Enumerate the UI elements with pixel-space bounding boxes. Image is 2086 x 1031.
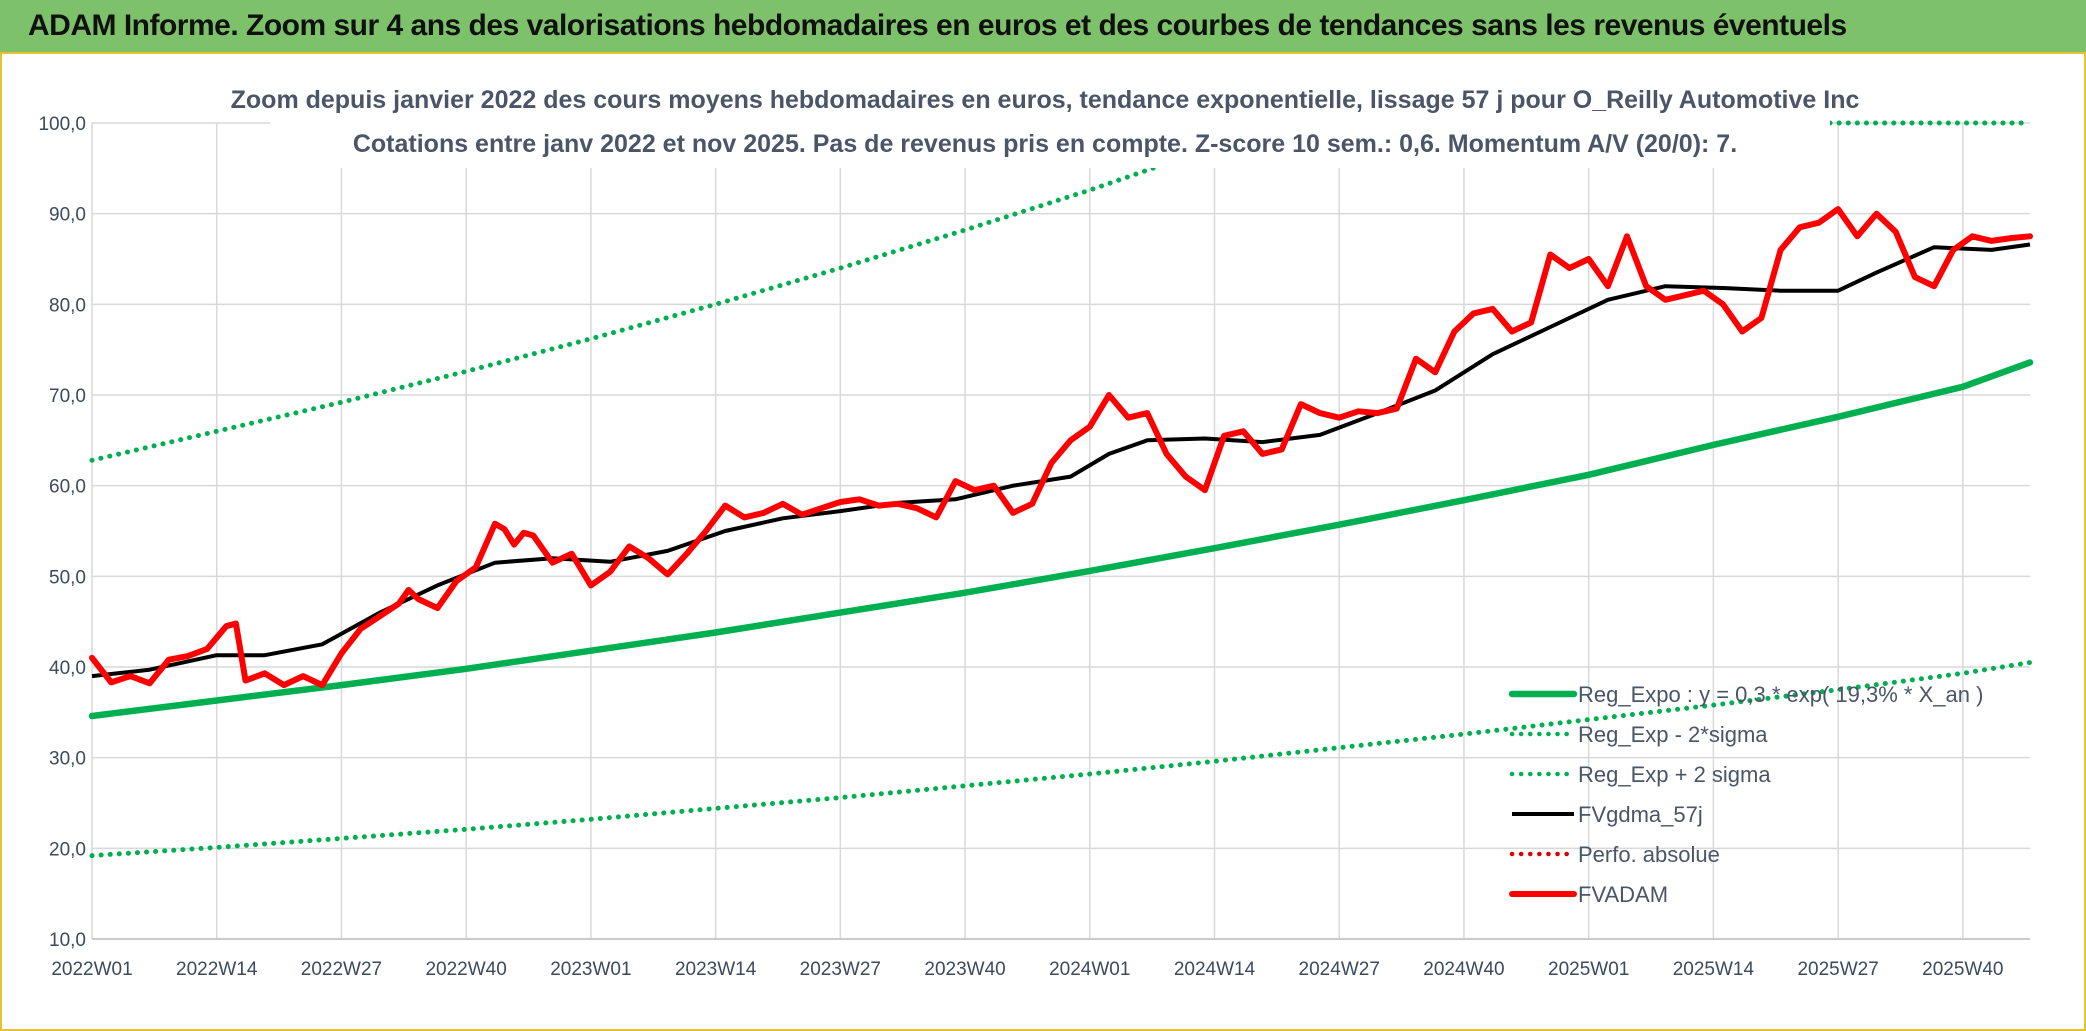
axis-layer: 10,0 20,0 30,0 40,0 50,0 60,0 70,0 80,0 90,0 100,… [38,114,2030,980]
x-tick-label: 2023W14 [675,959,757,980]
x-tick-label: 2022W27 [301,959,382,980]
x-tick-label: 2022W01 [51,959,132,980]
x-tick-label: 2024W01 [1049,959,1130,980]
legend-label-1: Reg_Exp - 2*sigma [1578,722,1768,747]
title-layer: Zoom depuis janvier 2022 des cours moyen… [231,78,1860,168]
y-tick-label: 80,0 [49,295,86,316]
legend-label-5: FVADAM [1578,882,1668,907]
legend-label-3: FVgdma_57j [1578,802,1703,827]
x-tick-label: 2025W40 [1922,959,2003,980]
series-line-0 [88,359,2034,720]
y-tick-label: 40,0 [49,658,86,679]
report-banner-title: ADAM Informe. Zoom sur 4 ans des valoris… [28,9,1847,42]
series-line-3 [91,242,2031,679]
series-line-2 [89,120,2033,463]
x-tick-label: 2025W01 [1548,959,1629,980]
x-tick-label: 2023W27 [800,959,881,980]
series-line-1 [89,660,2033,859]
x-tick-label: 2024W27 [1299,959,1380,980]
chart-title: Zoom depuis janvier 2022 des cours moyen… [231,86,1860,114]
report-banner: ADAM Informe. Zoom sur 4 ans des valoris… [0,0,2086,54]
x-tick-label: 2022W40 [425,959,506,980]
title-background [270,78,1830,168]
x-tick-label: 2022W14 [176,959,258,980]
x-tick-label: 2024W14 [1174,959,1256,980]
y-tick-label: 10,0 [49,930,86,951]
legend: Reg_Expo : y = 0,3 * exp( 19,3% * X_an )… [1508,682,1983,907]
x-tick-label: 2024W40 [1423,959,1504,980]
legend-label-2: Reg_Exp + 2 sigma [1578,762,1771,787]
x-tick-label: 2025W14 [1673,959,1755,980]
chart-subtitle: Cotations entre janv 2022 et nov 2025. P… [353,130,1737,158]
x-tick-label: 2025W27 [1797,959,1878,980]
y-tick-label: 30,0 [49,749,86,770]
grid-layer [91,122,2030,940]
legend-label-0: Reg_Expo : y = 0,3 * exp( 19,3% * X_an ) [1578,682,1983,707]
y-tick-label: 90,0 [49,205,86,226]
x-tick-label: 2023W01 [550,959,631,980]
chart-frame [0,54,2086,1031]
x-tick-label: 2023W40 [924,959,1005,980]
y-tick-label: 70,0 [49,386,86,407]
y-tick-label: 100,0 [38,114,86,135]
y-tick-label: 20,0 [49,839,86,860]
series-line-5 [89,206,2033,689]
legend-label-4: Perfo. absolue [1578,842,1720,867]
y-tick-label: 50,0 [49,567,86,588]
y-tick-label: 60,0 [49,477,86,498]
